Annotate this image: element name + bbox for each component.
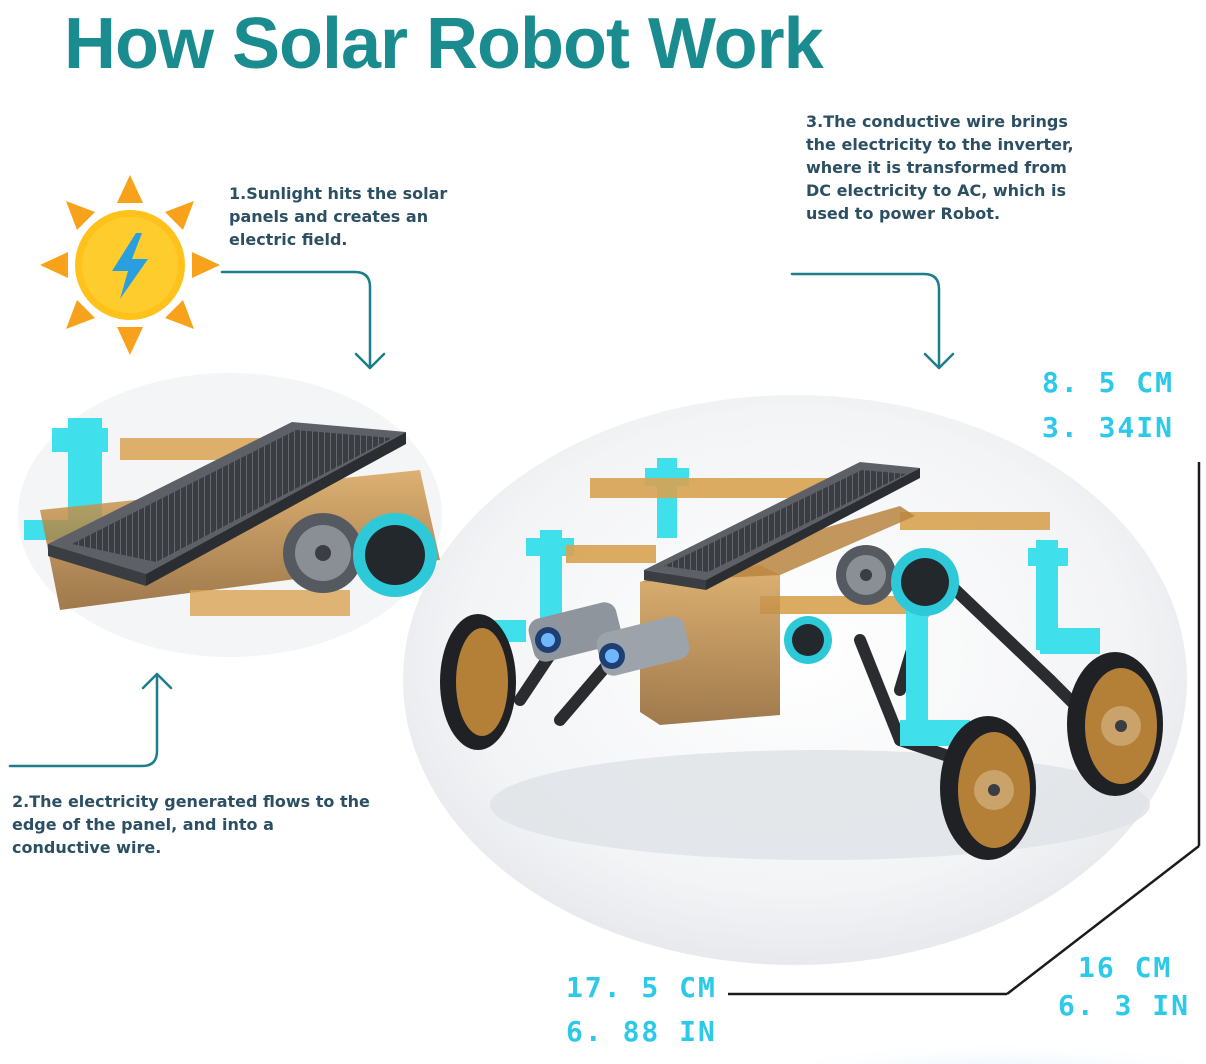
step-1-text: 1.Sunlight hits the solar panels and cre… xyxy=(229,184,448,249)
arrow-step2 xyxy=(8,674,159,768)
arrow-step1 xyxy=(220,270,372,368)
step-3-text: 3.The conductive wire brings the electri… xyxy=(806,112,1074,223)
height-cm-label: 8. 5 CM xyxy=(1042,366,1175,399)
width-in-label: 6. 3 IN xyxy=(1058,989,1191,1022)
width-cm-label: 16 CM xyxy=(1078,951,1173,984)
width-dimension-line xyxy=(1006,845,1200,995)
length-cm-label: 17. 5 CM xyxy=(566,971,717,1004)
zoomed-solar-panel-view xyxy=(24,418,440,616)
lightning-bolt-icon xyxy=(112,233,148,299)
solar-robot-illustration xyxy=(440,458,1163,860)
height-in-label: 3. 34IN xyxy=(1042,411,1175,444)
sun-icon xyxy=(40,175,220,355)
wheel-front-right xyxy=(1067,652,1163,796)
wheel-front-left xyxy=(940,716,1036,860)
page-title: How Solar Robot Work xyxy=(64,4,824,84)
wheel-back-left xyxy=(440,614,516,750)
arrow-step3 xyxy=(790,272,941,368)
length-in-label: 6. 88 IN xyxy=(566,1015,717,1048)
step-2-text: 2.The electricity generated flows to the… xyxy=(12,792,370,857)
